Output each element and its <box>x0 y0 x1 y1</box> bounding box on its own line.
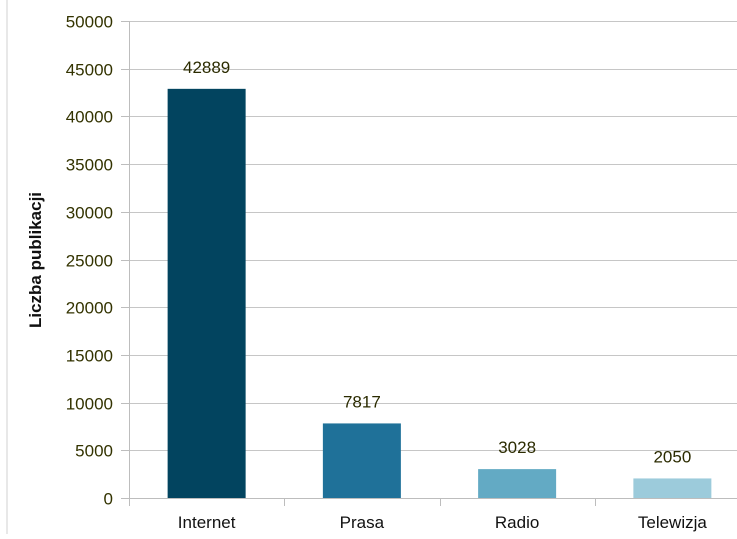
y-tick-label: 45000 <box>66 61 113 80</box>
labels: 0 5000 10000 15000 20000 25000 30000 35000 40000… <box>66 13 708 533</box>
bars <box>167 88 712 499</box>
y-tick-label: 0 <box>104 490 113 509</box>
data-label: 42889 <box>183 58 230 77</box>
data-label: 3028 <box>498 438 536 457</box>
y-tick-label: 20000 <box>66 299 113 318</box>
data-label: 2050 <box>653 447 691 466</box>
y-tick-label: 5000 <box>75 442 113 461</box>
x-tick-label: Internet <box>178 513 236 532</box>
y-tick-label: 15000 <box>66 347 113 366</box>
x-tick-label: Telewizja <box>638 513 708 532</box>
x-tick-label: Prasa <box>340 513 385 532</box>
data-label: 7817 <box>343 392 381 411</box>
y-tick-label: 30000 <box>66 204 113 223</box>
axes <box>6 0 737 534</box>
y-tick-label: 25000 <box>66 252 113 271</box>
y-tick-label: 50000 <box>66 13 113 32</box>
y-tick-label: 35000 <box>66 156 113 175</box>
y-tick-label: 10000 <box>66 395 113 414</box>
x-tick-label: Radio <box>495 513 539 532</box>
bar-radio <box>478 469 557 498</box>
y-axis-title: Liczba publikacji <box>26 192 45 328</box>
bar-prasa <box>322 423 401 498</box>
bar-internet <box>167 88 246 499</box>
y-tick-label: 40000 <box>66 108 113 127</box>
bar-telewizja <box>633 478 712 498</box>
